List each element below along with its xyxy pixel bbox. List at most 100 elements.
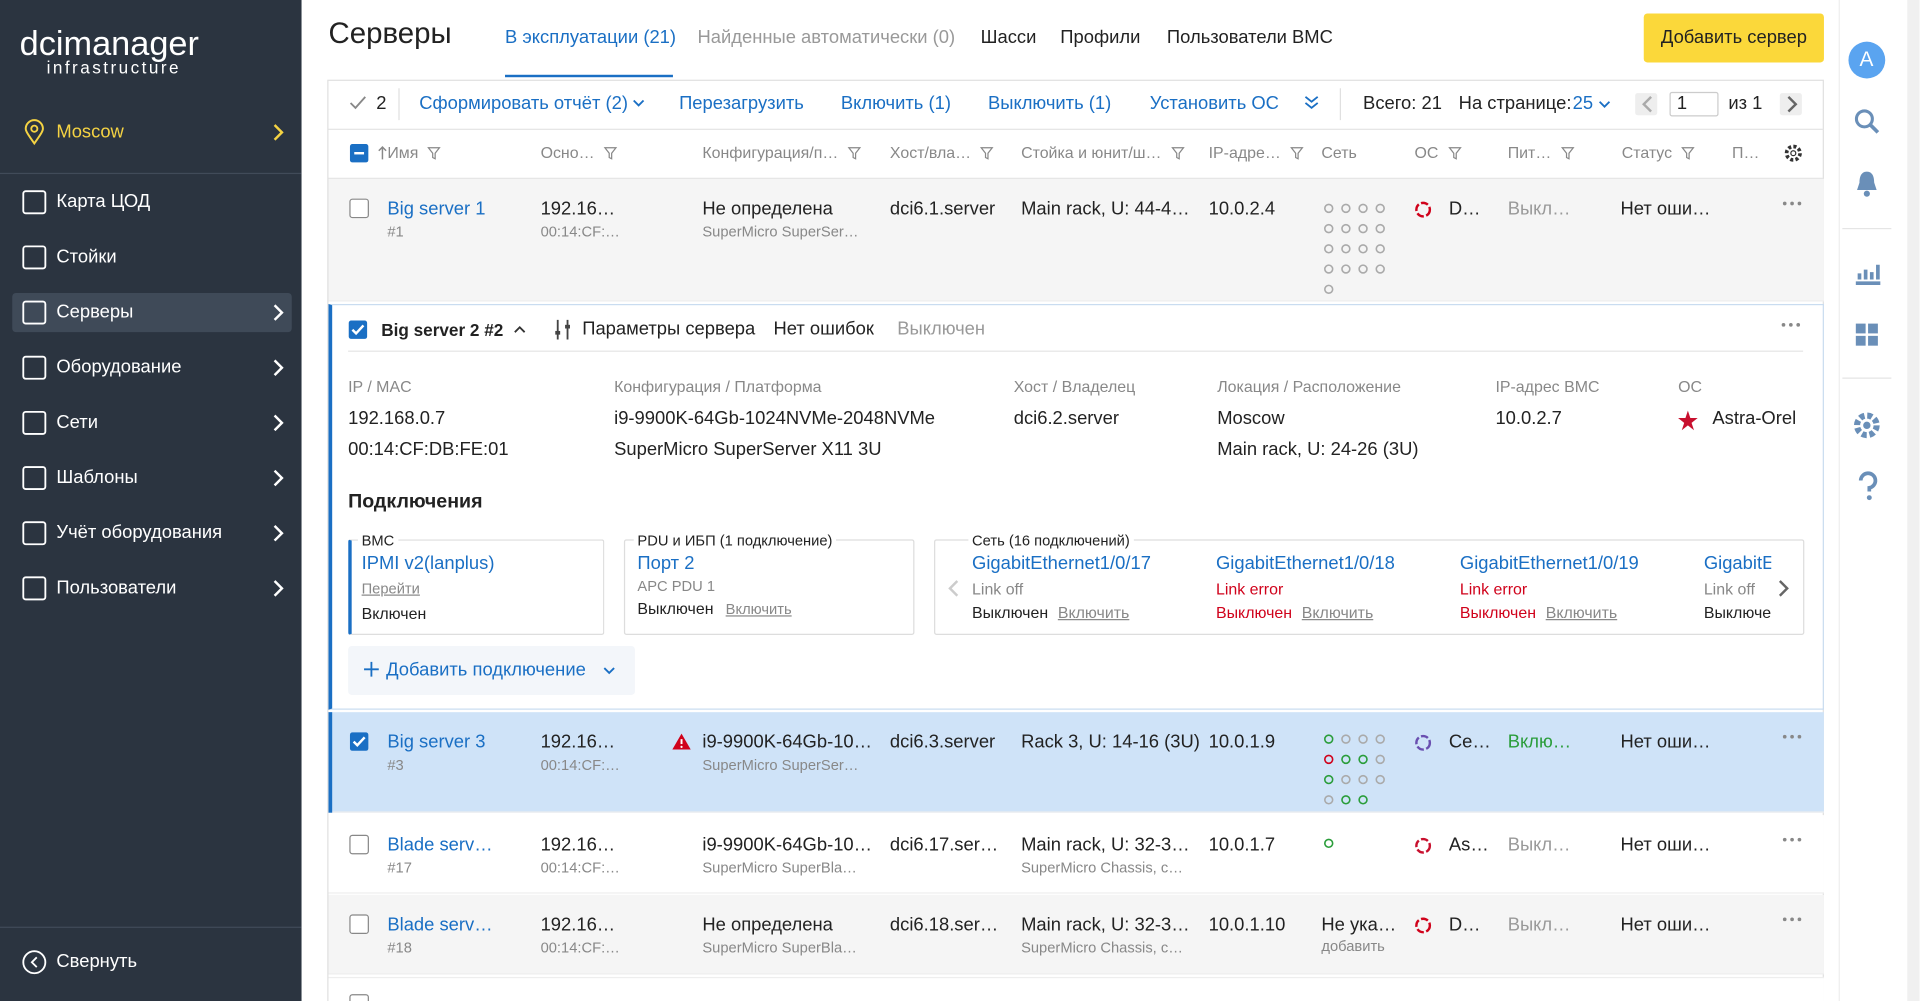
host: dci6.3.server	[889, 731, 996, 753]
avatar-letter[interactable]: A	[1859, 47, 1874, 72]
filter-icon[interactable]	[979, 147, 994, 160]
bmc-ip: 10.0.1.10	[1208, 914, 1286, 936]
more-actions[interactable]	[1304, 96, 1319, 111]
filter-icon[interactable]	[427, 147, 441, 160]
divider	[328, 177, 1824, 179]
port-action[interactable]: Включить	[1545, 603, 1618, 622]
column-header[interactable]: Стойка и юнит/ш…	[1021, 143, 1162, 162]
server-params[interactable]: Параметры сервера	[582, 318, 756, 340]
port-action[interactable]: Включить	[1057, 603, 1130, 622]
menu-item[interactable]: Серверы	[56, 301, 134, 323]
tab[interactable]: Профили	[1060, 26, 1141, 48]
network-card	[934, 539, 1805, 635]
per-page[interactable]: 25	[1572, 93, 1594, 114]
menu-item[interactable]: Учёт оборудования	[56, 522, 223, 544]
add-connection[interactable]: Добавить подключение	[386, 659, 586, 681]
server-id: #17	[387, 859, 412, 877]
tab[interactable]: Найденные автоматически (0)	[697, 26, 956, 48]
toolbar-action[interactable]: Выключить (1)	[987, 93, 1112, 114]
port-name[interactable]: GigabitEthernet1/0/17	[972, 552, 1151, 574]
settings-icon[interactable]	[1853, 412, 1880, 439]
server-id: #1	[387, 223, 404, 241]
more-menu[interactable]	[1781, 322, 1801, 327]
column-header[interactable]: Осно…	[540, 143, 595, 162]
collapse[interactable]: Свернуть	[56, 951, 138, 973]
port-name[interactable]: GigabitE	[1703, 552, 1772, 574]
server-name[interactable]: Blade serv…	[387, 834, 493, 856]
more-menu[interactable]	[1782, 201, 1802, 206]
checkbox[interactable]	[349, 994, 369, 1001]
more-menu[interactable]	[1782, 837, 1802, 842]
tab[interactable]: Пользователи BMC	[1166, 26, 1333, 48]
more-menu[interactable]	[1782, 917, 1802, 922]
column-settings[interactable]	[1783, 143, 1803, 163]
pdu-action[interactable]: Включить	[725, 600, 792, 618]
toolbar-action[interactable]: Установить ОС	[1149, 93, 1279, 114]
bmc-link[interactable]: IPMI v2(lanplus)	[361, 552, 495, 574]
more-menu[interactable]	[1782, 734, 1802, 739]
checkbox[interactable]	[349, 732, 369, 752]
toolbar-action[interactable]: Включить (1)	[840, 93, 951, 114]
column-header[interactable]: Сеть	[1321, 143, 1357, 162]
field-value: SuperMicro SuperServer X11 3U	[614, 438, 882, 460]
port-name[interactable]: GigabitEthernet1/0/18	[1215, 552, 1395, 574]
menu-item[interactable]: Стойки	[56, 246, 117, 268]
filter-icon[interactable]	[1560, 147, 1575, 160]
checkbox[interactable]	[348, 320, 368, 340]
server-name[interactable]: Big server 1	[387, 198, 486, 220]
port-name[interactable]: GigabitEthernet1/0/19	[1459, 552, 1639, 574]
column-header[interactable]: Конфигурация/п…	[702, 143, 839, 162]
tab[interactable]: В эксплуатации (21)	[505, 26, 677, 48]
pdu-link[interactable]: Порт 2	[637, 552, 695, 574]
location[interactable]: Moscow	[56, 121, 124, 143]
filter-icon[interactable]	[1290, 147, 1304, 160]
filter-icon[interactable]	[1171, 147, 1185, 160]
table-row	[328, 712, 1824, 813]
collapse-arrow[interactable]	[514, 325, 526, 334]
column-header[interactable]: Имя	[387, 143, 419, 162]
divider	[1339, 88, 1341, 121]
column-header[interactable]: Хост/вла…	[889, 143, 972, 162]
ip: 192.16…	[540, 834, 616, 856]
filter-icon[interactable]	[603, 147, 618, 160]
bell-icon[interactable]	[1856, 170, 1878, 197]
port-action[interactable]: Включить	[1301, 603, 1374, 622]
menu-item[interactable]: Карта ЦОД	[56, 191, 151, 213]
filter-icon[interactable]	[1448, 147, 1462, 160]
column-header[interactable]: ОС	[1414, 143, 1439, 162]
tab[interactable]: Шасси	[980, 26, 1037, 48]
expanded-name[interactable]: Big server 2 #2	[381, 319, 504, 340]
status: Нет оши…	[1620, 914, 1711, 936]
column-header[interactable]: Пит…	[1507, 143, 1552, 162]
checkbox[interactable]	[349, 198, 369, 219]
page-title: Серверы	[328, 17, 452, 51]
column-header[interactable]: П…	[1732, 143, 1760, 162]
checkbox[interactable]	[349, 143, 369, 163]
toolbar-action[interactable]: Сформировать отчёт (2)	[419, 93, 628, 114]
server-name[interactable]: Big server 3	[387, 731, 486, 753]
checkbox[interactable]	[349, 914, 369, 935]
toolbar-action[interactable]: Перезагрузить	[679, 93, 804, 114]
checkbox[interactable]	[349, 834, 369, 855]
grid-icon[interactable]	[1855, 323, 1878, 346]
field-label: IP / MAC	[348, 377, 412, 396]
field-value: Main rack, U: 24-26 (3U)	[1217, 438, 1419, 460]
menu-item[interactable]: Шаблоны	[56, 467, 138, 488]
search-icon[interactable]	[1854, 109, 1880, 134]
menu-item[interactable]: Пользователи	[56, 577, 177, 599]
network-add[interactable]: добавить	[1321, 937, 1385, 955]
pdu-device: APC PDU 1	[637, 577, 716, 595]
help-icon[interactable]	[1858, 471, 1878, 501]
page-input-value[interactable]: 1	[1676, 93, 1688, 114]
menu-item[interactable]: Сети	[56, 411, 98, 433]
column-header[interactable]: Статус	[1621, 143, 1673, 162]
server-name[interactable]: Blade serv…	[387, 914, 493, 936]
column-header[interactable]: IP-адре…	[1208, 143, 1281, 162]
menu-item[interactable]: Оборудование	[56, 356, 182, 378]
chart-icon[interactable]	[1855, 260, 1882, 285]
filter-icon[interactable]	[847, 147, 862, 160]
prev-page	[1635, 93, 1658, 116]
add-button-label[interactable]: Добавить сервер	[1660, 26, 1807, 48]
filter-icon[interactable]	[1681, 147, 1695, 160]
bmc-action[interactable]: Перейти	[361, 579, 420, 597]
